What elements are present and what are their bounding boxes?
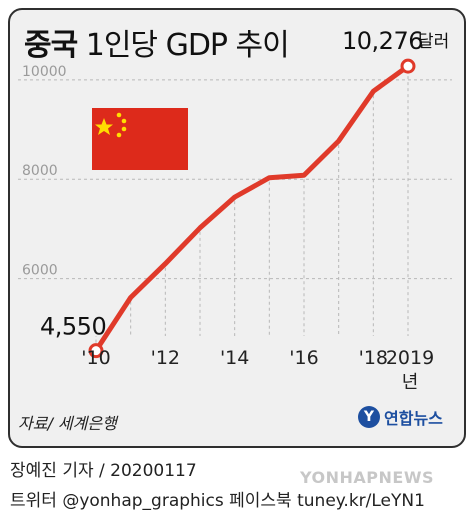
- x-tick-label: '14: [220, 347, 249, 369]
- y-tick-labels: 6000 8000 10000: [22, 64, 67, 279]
- title-bold: 중국: [24, 28, 78, 63]
- series: [88, 58, 416, 359]
- y-tick-label: 6000: [22, 263, 58, 279]
- flag-small-star: [121, 126, 127, 132]
- y-tick-label: 8000: [22, 163, 58, 179]
- source-note: 자료/ 세계은행: [18, 414, 117, 433]
- yonhap-logo-text: 연합뉴스: [384, 409, 443, 428]
- yonhap-logo: Y 연합뉴스: [358, 405, 443, 429]
- x-tick-label: '12: [151, 347, 180, 369]
- yonhap-logo-icon: Y: [358, 406, 380, 428]
- vertical-gridlines: [95, 70, 409, 355]
- chart-title: 중국 1인당 GDP 추이: [24, 20, 290, 64]
- title-rest: 1인당 GDP 추이: [85, 28, 290, 63]
- x-unit-label: 년: [402, 372, 419, 393]
- endpoint-marker: [88, 343, 104, 359]
- x-tick-label: '10: [81, 347, 110, 369]
- x-tick-label: '16: [289, 347, 318, 369]
- end-value-label: 10,276: [342, 27, 423, 55]
- flag-small-star: [116, 112, 122, 118]
- reporter-credit: 장예진 기자 / 20200117: [10, 461, 197, 481]
- x-tick-label: '18: [359, 347, 388, 369]
- social-links: 트위터 @yonhap_graphics 페이스북 tuney.kr/LeYN1: [10, 491, 425, 511]
- end-value-unit: 달러: [418, 32, 449, 52]
- x-tick-label: 2019: [386, 347, 434, 369]
- watermark: YONHAPNEWS: [300, 468, 434, 487]
- flag-big-star: [95, 118, 113, 135]
- china-flag-icon: [92, 108, 188, 170]
- horizontal-gridlines: [18, 79, 452, 280]
- flag-small-star: [116, 132, 122, 138]
- y-tick-label: 10000: [22, 64, 67, 80]
- endpoint-marker: [400, 58, 416, 74]
- start-value-label: 4,550: [40, 313, 106, 341]
- series-line: [93, 63, 411, 354]
- flag-small-star: [121, 118, 127, 124]
